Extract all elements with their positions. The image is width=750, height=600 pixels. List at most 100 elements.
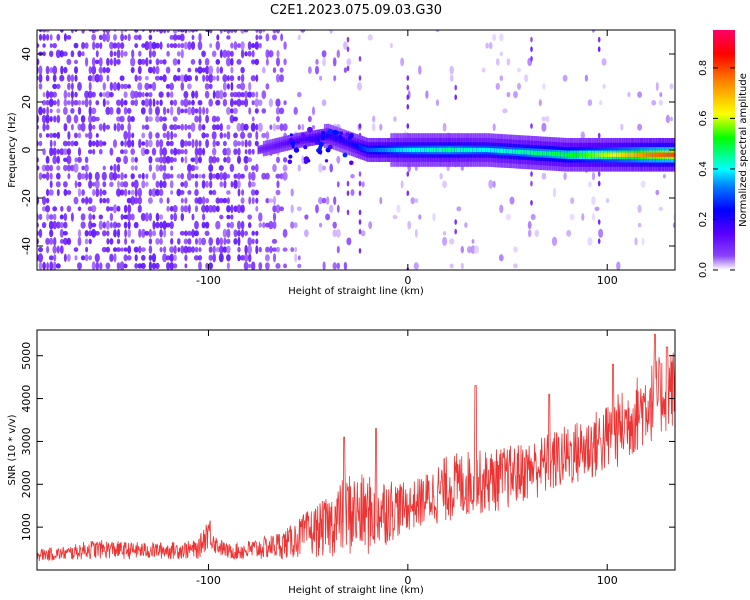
spectrogram-cell <box>212 147 217 156</box>
spectrogram-cell <box>226 262 230 270</box>
spectrogram-cell <box>276 57 280 67</box>
spectrogram-cell <box>106 230 110 237</box>
spectrogram-cell <box>112 171 118 181</box>
spectrogram-cell <box>94 116 100 122</box>
spectrogram-cell <box>216 75 220 82</box>
signal-track-segment <box>532 150 534 155</box>
spectrogram-cell <box>176 34 182 41</box>
spectrogram-cell <box>467 246 472 254</box>
spectrogram-cell <box>215 197 221 204</box>
spectrogram-cell <box>49 261 54 270</box>
signal-track-segment <box>347 140 349 145</box>
spectrogram-cell <box>293 106 298 115</box>
spectrogram-cell <box>389 42 393 49</box>
signal-track-segment <box>600 152 602 157</box>
signal-track-segment <box>280 142 283 147</box>
spectrogram-cell <box>81 197 86 204</box>
spectrogram-cell <box>112 81 118 91</box>
signal-track-segment <box>350 141 353 147</box>
spectrogram-cell <box>254 41 259 50</box>
spectrogram-cell <box>77 81 82 91</box>
signal-lobe-dot <box>345 132 350 137</box>
spectrogram-cell <box>201 67 206 73</box>
spectrogram-cell <box>396 204 401 213</box>
spectrogram-cell <box>77 147 82 157</box>
signal-track-segment <box>390 147 393 153</box>
spectrogram-cell <box>248 263 252 269</box>
spectrogram-cell <box>265 246 270 253</box>
spectrogram-cell <box>52 155 58 165</box>
spectrogram-cell <box>271 247 278 252</box>
spectrogram-streak <box>358 171 362 177</box>
spectrogram-cell <box>46 245 50 254</box>
signal-track-segment <box>483 147 486 153</box>
spectrogram-cell <box>173 245 177 254</box>
spectrogram-cell <box>67 253 71 262</box>
spectrogram-cell <box>94 73 100 83</box>
spectrogram-cell <box>212 173 217 179</box>
spectrogram-cell <box>236 172 242 180</box>
spectrogram-cell <box>190 122 196 132</box>
spectrogram-cell <box>208 30 213 34</box>
spectrogram-cell <box>194 75 199 82</box>
signal-track-segment <box>449 147 452 153</box>
spectrogram-cell <box>85 246 89 253</box>
spectrogram-cell <box>63 98 68 107</box>
spectrogram-cell <box>66 35 72 40</box>
spectrogram-cell <box>74 74 78 82</box>
spectrogram-cell <box>379 123 383 131</box>
signal-track-segment <box>494 148 497 153</box>
spectrogram-cell <box>52 147 57 156</box>
spectrogram-cell <box>170 130 174 140</box>
spectrogram-cell <box>52 91 57 98</box>
spectrogram-cell <box>123 99 128 106</box>
signal-track-segment <box>569 152 572 157</box>
spectrogram-cell <box>601 58 607 66</box>
spectrogram-cell <box>88 238 92 245</box>
signal-track-segment <box>634 152 637 157</box>
signal-track-segment <box>535 150 538 156</box>
spectrogram-streak <box>530 180 533 187</box>
spectrogram-cell <box>99 262 103 270</box>
spectrogram-cell <box>166 91 170 98</box>
spectrogram-streak <box>406 123 410 129</box>
spectrogram-cell <box>123 107 128 115</box>
signal-track <box>257 123 675 172</box>
signal-track-segment <box>539 151 541 156</box>
spectrogram-cell <box>233 179 238 189</box>
spectrogram-cell <box>205 204 210 213</box>
signal-track-segment <box>422 147 425 153</box>
spectrogram-cell <box>137 196 143 205</box>
x-tick-label: 100 <box>597 274 618 287</box>
spectrogram-cell <box>237 147 241 156</box>
spectrogram-cell <box>488 42 493 50</box>
signal-track-segment <box>616 152 619 157</box>
spectrogram-cell <box>66 237 72 245</box>
spectrogram-cell <box>227 75 230 82</box>
spectrogram-cell <box>208 254 213 261</box>
spectrogram-cell <box>127 204 132 214</box>
spectrogram-cell <box>237 254 241 262</box>
spectrogram-cell <box>276 180 280 189</box>
spectrogram-cell <box>155 164 160 172</box>
spectrogram-cell <box>165 66 171 74</box>
spectrogram-cell <box>73 42 79 49</box>
spectrogram-cell <box>166 205 170 212</box>
spectrogram-cell <box>223 91 227 98</box>
spectrogram-cell <box>297 263 302 269</box>
spectrogram-cell <box>187 124 192 130</box>
spectrogram-cell <box>116 59 121 65</box>
spectrogram-cell <box>151 50 157 58</box>
spectrogram-cell <box>113 163 117 173</box>
signal-lobe-dot <box>349 133 354 138</box>
spectrogram-cell <box>91 65 97 75</box>
spectrogram-streak <box>406 75 410 81</box>
spectrogram-cell <box>56 165 61 171</box>
spectrogram-cell <box>204 83 210 90</box>
spectrogram-cell <box>640 180 646 188</box>
spectrogram-cell <box>222 74 228 83</box>
spectrogram-cell <box>66 190 72 195</box>
spectrogram-cell <box>272 253 277 263</box>
spectrogram-cell <box>45 74 50 82</box>
